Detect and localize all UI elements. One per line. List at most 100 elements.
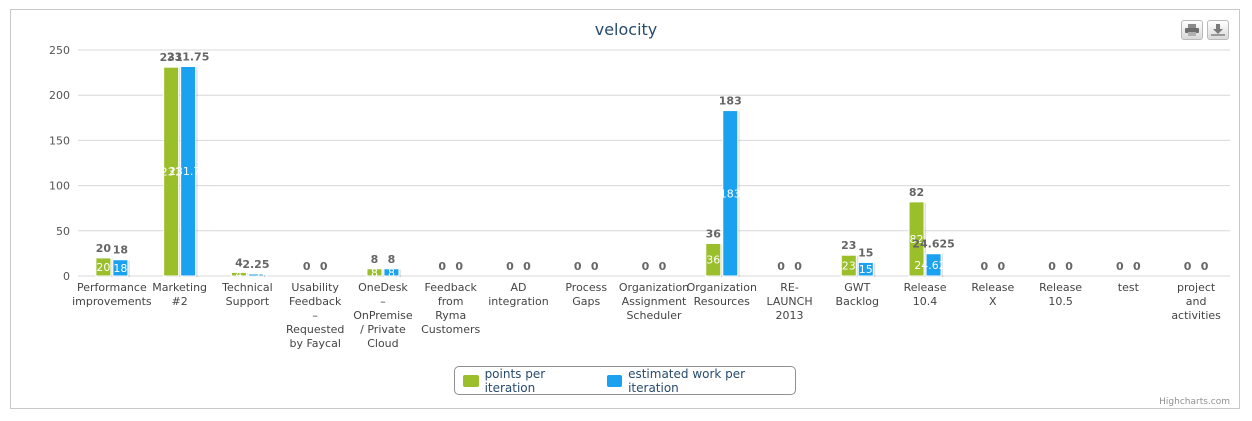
inner-label-s1-11: 15 [859, 263, 873, 276]
data-label-s0-9: 36 [706, 227, 722, 240]
x-tick-label-11: GWT Backlog [836, 281, 879, 308]
x-tick-label-5: Feedback from Ryma Customers [421, 281, 480, 336]
credits-link[interactable]: Highcharts.com [1159, 397, 1230, 407]
data-label-s0-3: 0 [303, 260, 311, 273]
data-label-s0-16: 0 [1184, 260, 1192, 273]
data-label-s0-7: 0 [574, 260, 582, 273]
bar-s1-4 [383, 268, 400, 277]
data-label-s0-15: 0 [1116, 260, 1124, 273]
data-label-s0-1: 231 [160, 51, 183, 64]
x-tick-label-9: Organization Resources [687, 281, 757, 308]
data-label-s0-13: 0 [980, 260, 988, 273]
x-tick-label-2: Technical Support [221, 281, 273, 308]
bar-s1-9 [722, 110, 739, 277]
bar-s0-1 [163, 66, 180, 277]
data-label-s1-3: 0 [320, 260, 328, 273]
data-label-s0-12: 82 [909, 186, 924, 199]
printer-icon [1185, 24, 1199, 36]
data-label-s0-5: 0 [438, 260, 446, 273]
x-tick-label-15: test [1118, 281, 1140, 294]
legend-item-points[interactable]: points per iteration [463, 367, 597, 395]
inner-label-s1-12: 24.625 [914, 259, 953, 272]
inner-label-s1-1: 231.75 [169, 165, 208, 178]
data-label-s1-6: 0 [523, 260, 531, 273]
bar-s1-1 [180, 65, 197, 277]
data-label-s0-10: 0 [777, 260, 785, 273]
bar-s1-2 [247, 273, 264, 277]
data-label-s0-2: 4 [235, 256, 243, 269]
x-tick-label-16: project and activities [1171, 281, 1221, 322]
data-label-s1-5: 0 [455, 260, 463, 273]
data-label-s1-0: 18 [113, 244, 128, 257]
x-tick-label-3: Usability Feedback – Requested by Faycal [286, 281, 344, 350]
inner-label-s0-12: 82 [910, 233, 924, 246]
inner-label-s0-2: 4 [235, 268, 242, 281]
x-tick-label-14: Release 10.5 [1039, 281, 1082, 308]
x-tick-label-0: Performance improvements [72, 281, 152, 308]
data-label-s0-14: 0 [1048, 260, 1056, 273]
legend-swatch-estimated [606, 374, 623, 387]
data-label-s1-9: 183 [719, 95, 742, 108]
x-tick-label-10: RE-LAUNCH 2013 [766, 281, 812, 322]
bar-s0-4 [366, 268, 383, 277]
download-icon [1211, 24, 1225, 36]
data-label-s0-8: 0 [642, 260, 650, 273]
data-label-s1-13: 0 [997, 260, 1005, 273]
inner-label-s0-11: 23 [842, 260, 856, 273]
bar-s1-0 [112, 259, 129, 277]
y-tick-label-1: 50 [56, 225, 70, 238]
bar-s0-9 [705, 242, 722, 277]
x-tick-label-1: Marketing #2 [152, 281, 207, 308]
bar-s0-11 [840, 254, 857, 277]
y-tick-label-0: 0 [63, 270, 70, 283]
data-label-s1-1: 231.75 [167, 50, 209, 63]
bar-s1-12 [925, 253, 942, 277]
x-tick-label-13: Release X [971, 281, 1014, 308]
data-label-s1-8: 0 [659, 260, 667, 273]
x-tick-label-6: AD integration [488, 281, 548, 308]
x-tick-label-4: OneDesk – OnPremise / Private Cloud [353, 281, 413, 350]
data-label-s0-11: 23 [841, 239, 856, 252]
y-tick-label-3: 150 [49, 134, 70, 147]
bar-s1-11 [857, 261, 874, 277]
legend: points per iteration estimated work per … [454, 366, 796, 395]
data-label-s1-10: 0 [794, 260, 802, 273]
data-label-s1-11: 15 [858, 246, 873, 259]
data-label-s0-4: 8 [371, 253, 379, 266]
inner-label-s1-9: 183 [720, 187, 741, 200]
inner-label-s1-4: 8 [388, 266, 395, 279]
data-label-s0-0: 20 [96, 242, 112, 255]
bar-s0-12 [908, 201, 925, 277]
data-label-s1-14: 0 [1065, 260, 1073, 273]
print-button[interactable] [1181, 20, 1203, 40]
y-tick-label-2: 100 [49, 180, 70, 193]
legend-item-estimated[interactable]: estimated work per iteration [606, 366, 795, 395]
y-tick-label-5: 250 [49, 44, 70, 57]
inner-label-s1-0: 18 [113, 262, 127, 275]
y-tick-label-4: 200 [49, 89, 70, 102]
inner-label-s0-1: 231 [161, 166, 182, 179]
data-label-s1-4: 8 [388, 253, 396, 266]
legend-label-estimated: estimated work per iteration [628, 366, 746, 395]
legend-swatch-points [463, 374, 479, 387]
inner-label-s0-0: 20 [96, 261, 110, 274]
data-label-s0-6: 0 [506, 260, 514, 273]
bar-s0-0 [95, 257, 112, 277]
data-label-s1-12: 24.625 [912, 238, 954, 251]
data-label-s1-15: 0 [1133, 260, 1141, 273]
inner-label-s1-2: 2.25 [244, 269, 269, 282]
inner-label-s0-9: 36 [706, 254, 720, 267]
chart-title: velocity [595, 20, 658, 39]
x-tick-label-8: Organization Assignment Scheduler [619, 281, 689, 322]
download-button[interactable] [1207, 20, 1229, 40]
data-label-s1-16: 0 [1201, 260, 1209, 273]
x-tick-label-12: Release 10.4 [904, 281, 947, 308]
legend-label-points: points per iteration [484, 366, 546, 395]
data-label-s1-2: 2.25 [242, 258, 269, 271]
x-tick-label-7: Process Gaps [565, 281, 607, 308]
data-label-s1-7: 0 [591, 260, 599, 273]
chart-frame [10, 9, 1240, 409]
inner-label-s0-4: 8 [371, 266, 378, 279]
bar-s0-2 [230, 271, 247, 277]
